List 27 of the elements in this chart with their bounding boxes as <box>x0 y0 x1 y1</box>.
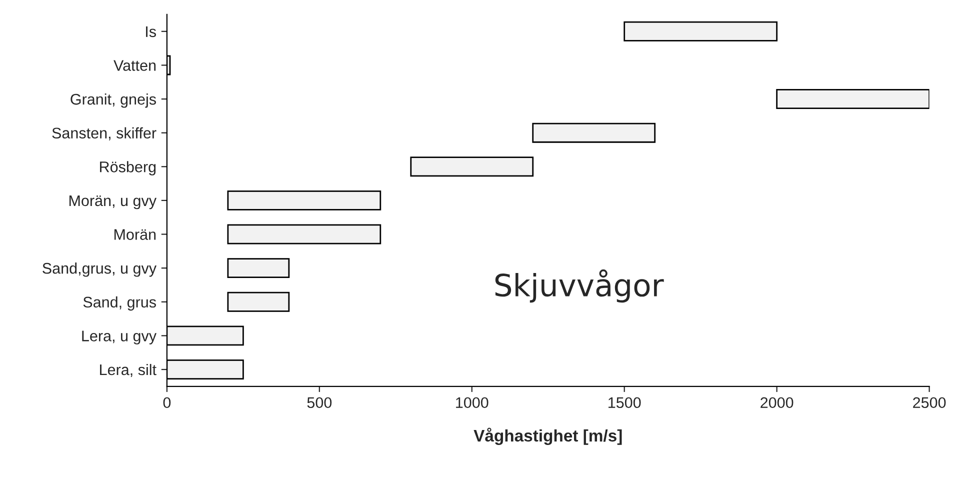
y-tick-label: Lera, u gvy <box>82 330 157 344</box>
bar <box>227 190 382 210</box>
x-tick-label: 1000 <box>456 397 488 408</box>
y-tick-label: Morän <box>114 229 156 240</box>
y-tick-label: Vatten <box>114 60 156 71</box>
bar <box>776 89 930 110</box>
bar <box>532 122 656 143</box>
x-tick-label: 0 <box>163 397 171 408</box>
x-tick-label: 500 <box>307 397 332 408</box>
y-tick-label: Granit, gnejs <box>70 93 156 108</box>
x-axis-title: Våghastighet [m/s] <box>474 428 622 445</box>
y-tick-label: Is <box>146 26 156 38</box>
y-tick-label: Sansten, skiffer <box>52 127 156 140</box>
bar <box>227 258 290 278</box>
bar <box>410 156 534 177</box>
bar <box>227 224 382 244</box>
x-tick-label: 2500 <box>913 397 946 408</box>
bar <box>624 21 778 42</box>
y-tick-label: Lera, silt <box>100 364 156 377</box>
y-tick-label: Morän, u gvy <box>69 195 157 210</box>
y-tick-label: Rösberg <box>100 161 156 176</box>
annotation: Skjuvvågor <box>495 269 664 303</box>
x-tick-label: 2000 <box>760 397 794 408</box>
x-tick-label: 1500 <box>608 397 641 408</box>
y-tick-label: Sand,grus, u gvy <box>42 262 157 277</box>
bar <box>227 292 290 312</box>
y-tick-label: Sand, grus <box>83 296 156 311</box>
